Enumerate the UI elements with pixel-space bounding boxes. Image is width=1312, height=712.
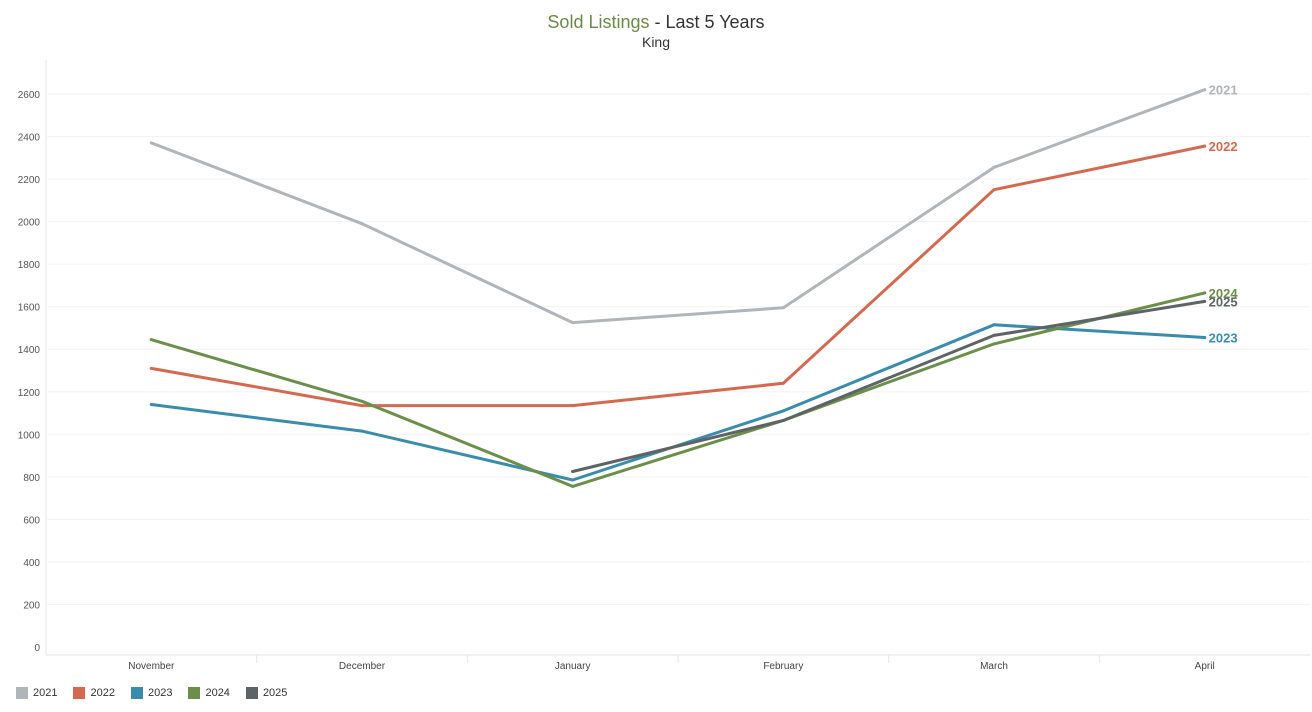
data-point-2023 <box>360 429 364 433</box>
chart-title: Sold Listings - Last 5 Years <box>0 12 1312 33</box>
series-line-2021 <box>149 88 1207 325</box>
legend-item-2025[interactable]: 2025 <box>245 687 288 699</box>
data-point-2025 <box>781 418 785 422</box>
x-tick-label: January <box>555 661 591 672</box>
y-tick-label: 1400 <box>18 345 41 356</box>
data-point-2022 <box>1203 144 1207 148</box>
y-tick-label: 1600 <box>18 303 41 314</box>
data-point-2021 <box>1203 88 1207 92</box>
y-tick-label: 2400 <box>18 133 41 144</box>
chart-title-rest: - Last 5 Years <box>649 12 765 32</box>
chart-subtitle: King <box>641 34 671 50</box>
y-tick-label: 2200 <box>18 175 41 186</box>
data-point-2025 <box>571 470 575 474</box>
data-point-2025 <box>1203 299 1207 303</box>
data-point-2022 <box>360 404 364 408</box>
legend-swatch <box>188 687 201 699</box>
legend-label: 2024 <box>205 687 230 699</box>
line-chart: 0 200 400 600 800 1000 1200 1400 1600 1800 2000 220… <box>18 60 1310 672</box>
data-point-2021 <box>781 306 785 310</box>
series-end-label-2024: 2024 <box>1209 286 1239 301</box>
y-tick-label: 400 <box>23 558 40 569</box>
legend-label: 2021 <box>33 687 58 699</box>
legend-item-2023[interactable]: 2023 <box>130 687 173 699</box>
legend-swatch <box>73 687 86 699</box>
legend-item-2024[interactable]: 2024 <box>188 687 230 699</box>
y-tick-label: 2000 <box>18 218 41 229</box>
y-tick-label: 1200 <box>18 388 41 399</box>
series-end-label-2025: 2025 <box>1209 294 1238 309</box>
x-tick-label: April <box>1195 661 1215 672</box>
data-point-2021 <box>571 321 575 325</box>
data-point-2023 <box>149 403 153 407</box>
y-tick-label: 1000 <box>18 430 41 441</box>
data-point-2021 <box>360 222 364 226</box>
chart-title-block: Sold Listings - Last 5 Years King <box>0 12 1312 50</box>
data-point-2024 <box>992 342 996 346</box>
data-point-2022 <box>571 404 575 408</box>
series-end-label-2022: 2022 <box>1209 139 1238 154</box>
legend-label: 2025 <box>262 687 288 699</box>
data-point-2023 <box>571 478 575 482</box>
series-line-2024 <box>149 291 1207 488</box>
y-tick-label: 2600 <box>18 90 41 101</box>
data-point-2023 <box>781 409 785 413</box>
x-tick-label: March <box>980 661 1008 672</box>
data-point-2023 <box>992 323 996 327</box>
series-end-label-2021: 2021 <box>1209 83 1238 98</box>
y-tick-label: 600 <box>23 515 40 526</box>
x-tick-label: November <box>128 661 175 672</box>
series-end-label-2023: 2023 <box>1209 331 1238 346</box>
data-point-2021 <box>992 165 996 169</box>
data-point-2024 <box>360 399 364 403</box>
data-point-2023 <box>1203 336 1207 340</box>
legend-label: 2022 <box>90 687 115 699</box>
legend-swatch <box>16 687 28 699</box>
x-tick-label: December <box>339 661 386 672</box>
series-line-2023 <box>149 323 1207 482</box>
data-point-2024 <box>571 484 575 488</box>
legend-item-2022[interactable]: 2022 <box>73 687 115 699</box>
legend: 2021 2022 2023 2024 2025 <box>16 687 287 699</box>
data-point-2024 <box>149 338 153 342</box>
data-point-2021 <box>149 141 153 145</box>
data-point-2025 <box>992 333 996 337</box>
legend-label: 2023 <box>147 687 173 699</box>
data-point-2022 <box>992 188 996 192</box>
legend-item-2021[interactable]: 2021 <box>16 687 57 699</box>
data-point-2022 <box>781 381 785 385</box>
y-tick-label: 800 <box>23 473 40 484</box>
x-tick-label: February <box>763 661 803 672</box>
y-tick-label: 200 <box>23 600 40 611</box>
series-line-2025 <box>571 299 1207 473</box>
series-line-2022 <box>149 144 1207 408</box>
data-point-2022 <box>149 366 153 370</box>
legend-swatch <box>245 687 258 699</box>
legend-swatch <box>130 687 143 699</box>
y-tick-label: 1800 <box>18 260 41 271</box>
data-point-2024 <box>1203 291 1207 295</box>
chart-title-main: Sold Listings <box>547 12 650 32</box>
y-tick-label: 0 <box>34 643 40 654</box>
